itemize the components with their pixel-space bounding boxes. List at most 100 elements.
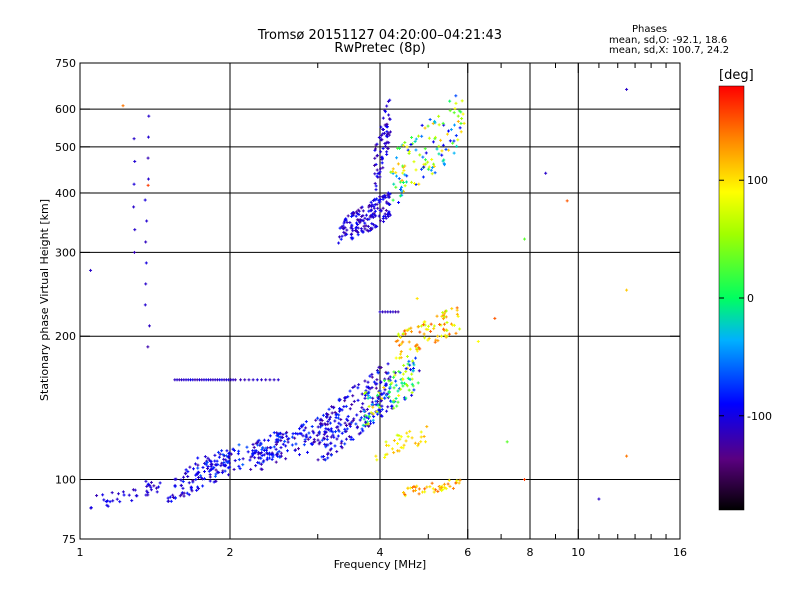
data-point	[196, 456, 200, 460]
data-point	[384, 393, 388, 397]
data-point	[370, 214, 374, 218]
data-point	[439, 138, 443, 142]
data-point	[426, 124, 430, 128]
data-point	[276, 452, 280, 456]
data-point	[396, 332, 400, 336]
data-point	[324, 445, 328, 449]
data-point	[433, 137, 437, 141]
data-point	[210, 463, 214, 467]
data-point	[395, 156, 399, 160]
data-point	[279, 454, 283, 458]
data-point	[454, 94, 458, 98]
data-point	[382, 214, 386, 218]
data-point	[380, 397, 384, 401]
data-point	[351, 418, 355, 422]
data-point	[388, 192, 392, 196]
data-point	[373, 172, 377, 176]
data-point	[391, 310, 395, 314]
data-point	[401, 377, 405, 381]
data-point	[155, 486, 159, 490]
axis-ticks	[79, 62, 681, 540]
data-point	[214, 472, 218, 476]
data-point	[405, 180, 409, 184]
data-point	[375, 458, 379, 462]
data-point	[213, 459, 217, 463]
data-point	[394, 356, 398, 360]
data-point	[339, 418, 343, 422]
data-point	[456, 138, 460, 142]
data-point	[444, 335, 448, 339]
data-point	[427, 324, 431, 328]
data-point	[132, 137, 136, 141]
data-point	[171, 496, 175, 500]
data-point	[455, 479, 459, 483]
data-point	[318, 440, 322, 444]
data-point	[383, 310, 387, 314]
data-point	[404, 370, 408, 374]
data-point	[361, 423, 365, 427]
data-point	[410, 377, 414, 381]
data-point	[396, 339, 400, 343]
data-point	[293, 436, 297, 440]
data-point	[256, 461, 260, 465]
data-point	[392, 182, 396, 186]
data-point	[387, 113, 391, 117]
data-point	[135, 494, 139, 498]
data-point	[307, 431, 311, 435]
data-point	[427, 336, 431, 340]
data-point	[297, 453, 301, 457]
data-point	[384, 216, 388, 220]
data-point	[342, 221, 346, 225]
data-point	[384, 440, 388, 444]
data-point	[452, 151, 456, 155]
data-point	[427, 136, 431, 140]
data-point	[406, 376, 410, 380]
data-point	[378, 219, 382, 223]
data-point	[373, 209, 377, 213]
data-point	[445, 132, 449, 136]
data-point	[444, 487, 448, 491]
data-point	[390, 447, 394, 451]
data-point	[452, 123, 456, 127]
data-point	[384, 195, 388, 199]
data-point	[260, 446, 264, 450]
data-point	[381, 310, 385, 314]
data-point	[260, 448, 264, 452]
data-point	[392, 439, 396, 443]
data-point	[326, 419, 330, 423]
data-point	[316, 438, 320, 442]
data-point	[407, 359, 411, 363]
data-point	[455, 144, 459, 148]
data-point	[276, 438, 280, 442]
data-point	[399, 335, 403, 339]
data-point	[364, 415, 368, 419]
data-point	[302, 428, 306, 432]
data-point	[376, 172, 380, 176]
data-point	[173, 483, 177, 487]
data-point	[336, 425, 340, 429]
data-point	[380, 133, 384, 137]
data-point	[430, 481, 434, 485]
data-point	[213, 474, 217, 478]
data-point	[374, 454, 378, 458]
data-point	[399, 387, 403, 391]
data-point	[340, 225, 344, 229]
data-point	[241, 457, 245, 461]
data-point	[435, 314, 439, 318]
data-point	[373, 156, 377, 160]
data-point	[442, 162, 446, 166]
data-point	[121, 490, 125, 494]
data-point	[457, 481, 461, 485]
data-point	[271, 453, 275, 457]
colorbar-ticks: 100 0 -100	[719, 174, 772, 423]
data-point	[238, 467, 242, 471]
data-point	[283, 439, 287, 443]
data-point	[320, 455, 324, 459]
data-point	[392, 386, 396, 390]
data-point	[233, 459, 237, 463]
data-point	[274, 460, 278, 464]
data-point	[597, 497, 601, 501]
data-point	[209, 459, 213, 463]
data-point	[347, 435, 351, 439]
